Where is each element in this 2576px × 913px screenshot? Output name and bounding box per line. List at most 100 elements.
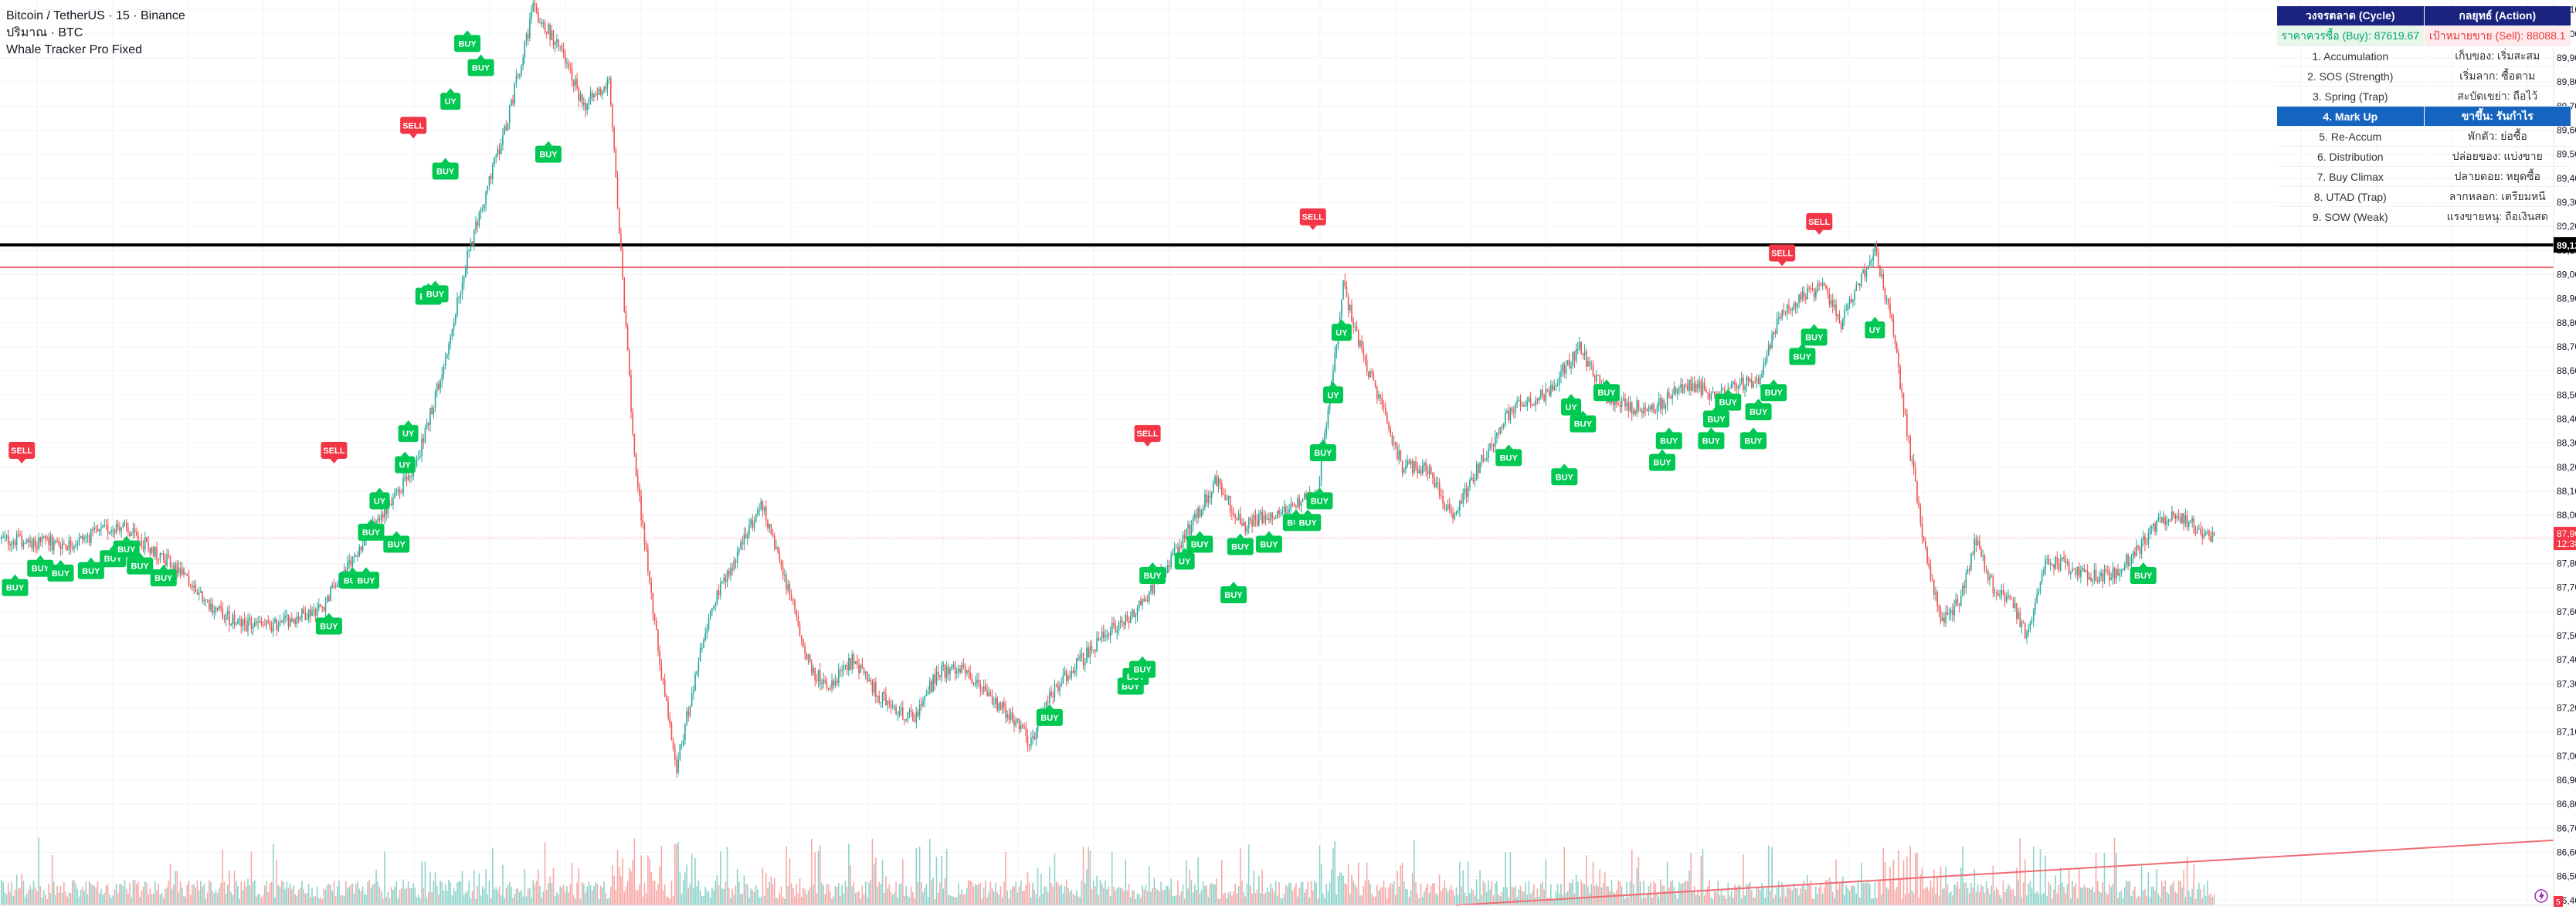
candle-body[interactable] [1022, 725, 1023, 727]
candle-body[interactable] [1556, 385, 1559, 386]
candle-body[interactable] [640, 495, 642, 521]
candle-body[interactable] [670, 723, 673, 741]
candle-body[interactable] [2055, 556, 2056, 569]
candle-body[interactable] [277, 625, 280, 630]
candle-body[interactable] [490, 176, 492, 180]
candle-body[interactable] [32, 539, 35, 549]
candle-body[interactable] [1797, 303, 1798, 307]
candle-body[interactable] [162, 553, 165, 561]
candle-body[interactable] [1543, 395, 1545, 401]
candle-body[interactable] [156, 547, 158, 560]
candle-body[interactable] [1025, 728, 1027, 736]
candle-body[interactable] [1145, 599, 1147, 602]
candle-body[interactable] [1965, 573, 1967, 589]
candle-body[interactable] [1848, 298, 1851, 305]
candle-body[interactable] [31, 541, 33, 549]
candle-body[interactable] [689, 705, 691, 716]
candle-body[interactable] [226, 611, 229, 615]
candle-body[interactable] [1941, 617, 1943, 622]
candle-body[interactable] [330, 587, 331, 601]
candle-body[interactable] [615, 150, 617, 178]
candle-body[interactable] [1347, 297, 1349, 311]
candle-body[interactable] [260, 621, 263, 625]
candle-body[interactable] [2186, 515, 2188, 527]
candle-body[interactable] [2045, 559, 2046, 571]
candle-body[interactable] [242, 619, 244, 627]
candle-body[interactable] [2166, 521, 2168, 525]
candle-body[interactable] [1374, 380, 1376, 387]
candle-body[interactable] [1875, 246, 1878, 252]
candle-body[interactable] [759, 509, 760, 511]
candle-body[interactable] [1469, 480, 1471, 487]
candle-body[interactable] [333, 585, 335, 586]
candle-body[interactable] [313, 609, 315, 612]
candle-body[interactable] [124, 522, 126, 524]
candle-body[interactable] [137, 535, 139, 541]
candle-body[interactable] [1713, 392, 1716, 395]
candle-body[interactable] [939, 675, 941, 677]
candle-body[interactable] [219, 606, 220, 609]
candle-body[interactable] [402, 477, 404, 494]
candle-body[interactable] [907, 712, 909, 719]
candle-body[interactable] [765, 507, 767, 521]
candle-body[interactable] [1437, 482, 1439, 484]
candle-body[interactable] [2123, 564, 2126, 569]
candle-body[interactable] [1274, 517, 1277, 519]
candle-body[interactable] [1737, 386, 1739, 389]
candle-body[interactable] [633, 433, 636, 454]
candle-body[interactable] [434, 391, 436, 408]
candle-body[interactable] [1975, 538, 1977, 545]
candle-body[interactable] [868, 680, 870, 681]
candle-body[interactable] [146, 537, 148, 542]
candle-body[interactable] [2120, 569, 2123, 574]
candle-body[interactable] [1580, 341, 1582, 354]
candle-body[interactable] [488, 176, 490, 186]
candle-body[interactable] [1707, 392, 1709, 394]
candle-body[interactable] [80, 535, 82, 538]
candle-body[interactable] [475, 222, 477, 230]
candle-body[interactable] [531, 10, 532, 19]
candle-body[interactable] [969, 672, 971, 679]
candle-body[interactable] [660, 664, 663, 679]
candle-body[interactable] [1700, 381, 1702, 395]
candle-body[interactable] [1138, 600, 1140, 609]
candle-body[interactable] [1116, 630, 1118, 633]
candle-body[interactable] [2146, 544, 2147, 545]
candle-body[interactable] [618, 208, 620, 234]
candle-body[interactable] [645, 545, 647, 549]
candle-body[interactable] [2078, 566, 2080, 577]
candle-body[interactable] [1082, 653, 1084, 665]
candle-body[interactable] [232, 614, 234, 624]
candle-body[interactable] [399, 489, 401, 494]
candle-body[interactable] [833, 680, 835, 686]
candle-body[interactable] [1585, 351, 1587, 367]
candle-body[interactable] [1633, 410, 1634, 414]
candle-body[interactable] [21, 535, 23, 547]
candle-body[interactable] [757, 511, 759, 514]
candle-body[interactable] [1167, 565, 1169, 573]
candle-body[interactable] [1682, 384, 1684, 393]
candle-body[interactable] [1722, 389, 1724, 391]
candle-body[interactable] [1566, 359, 1569, 366]
candle-body[interactable] [733, 560, 735, 571]
candle-body[interactable] [337, 583, 338, 588]
candle-body[interactable] [1879, 265, 1881, 277]
candle-body[interactable] [780, 560, 782, 567]
candle-body[interactable] [1305, 494, 1307, 498]
candle-body[interactable] [1032, 736, 1033, 738]
candle-body[interactable] [1695, 384, 1697, 392]
candle-body[interactable] [416, 456, 418, 466]
candle-body[interactable] [578, 87, 580, 100]
candle-body[interactable] [229, 611, 230, 626]
candle-body[interactable] [861, 664, 864, 669]
candle-body[interactable] [1089, 646, 1091, 658]
candle-body[interactable] [728, 571, 730, 575]
candle-body[interactable] [895, 706, 897, 715]
candle-body[interactable] [1919, 507, 1922, 524]
candle-body[interactable] [576, 79, 578, 88]
candle-body[interactable] [1844, 310, 1845, 320]
candle-body[interactable] [1528, 397, 1530, 402]
candle-body[interactable] [1818, 283, 1821, 285]
candle-body[interactable] [870, 680, 872, 681]
candle-body[interactable] [854, 660, 857, 664]
